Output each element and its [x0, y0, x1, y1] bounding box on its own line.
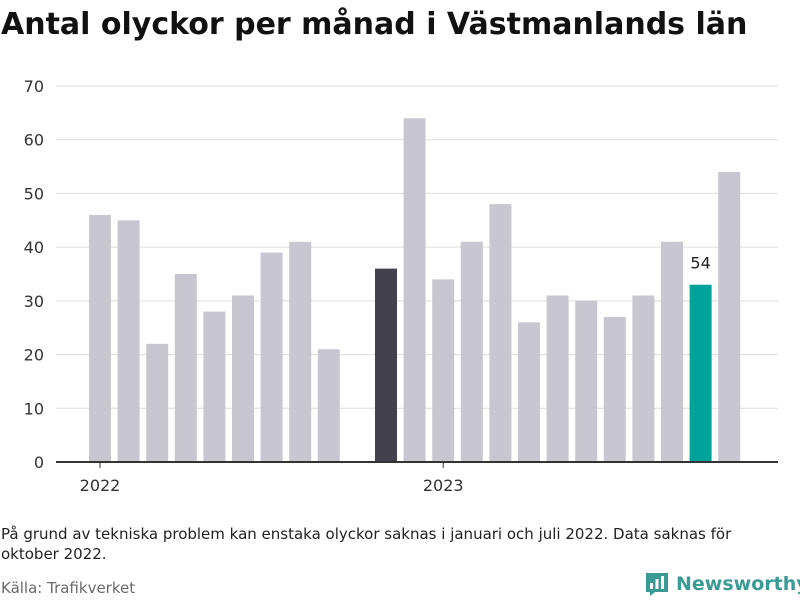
data-label-latest: 54 — [690, 254, 710, 273]
bar-2023-03 — [489, 204, 512, 462]
bar-chart-logo-icon — [646, 573, 668, 596]
data-labels: 54 — [690, 254, 710, 273]
bar-chart: 0 10 20 30 40 50 60 70 54 2022 2023 — [24, 77, 778, 495]
y-tick-label: 10 — [24, 399, 44, 418]
chart-title: Antal olyckor per månad i Västmanlands l… — [1, 7, 748, 42]
bar-2023-01 — [432, 279, 455, 462]
bar-2022-03 — [146, 343, 169, 462]
bar-2022-11 — [375, 268, 397, 462]
bar-2023-05 — [546, 295, 569, 462]
bar-2023-08 — [632, 295, 655, 462]
bar-2023-10 — [689, 284, 712, 462]
bar-2022-06 — [232, 295, 254, 462]
brand-name: Newsworthy — [676, 573, 800, 595]
y-tick-label: 70 — [24, 77, 44, 96]
bar-2022-08 — [289, 241, 312, 462]
bar-2022-09 — [317, 349, 340, 462]
bar-2022-05 — [203, 311, 226, 462]
y-tick-label: 60 — [24, 131, 44, 150]
bar-2022-01 — [89, 214, 111, 462]
bar-2023-07 — [603, 316, 626, 462]
bars — [89, 118, 741, 462]
x-tick-label-2022: 2022 — [80, 476, 121, 495]
bar-2022-04 — [174, 274, 197, 462]
data-note: På grund av tekniska problem kan enstaka… — [1, 525, 732, 563]
y-axis-tick-labels: 0 10 20 30 40 50 60 70 — [24, 77, 44, 472]
y-tick-label: 20 — [24, 346, 44, 365]
y-tick-label: 0 — [34, 453, 44, 472]
bar-2023-11 — [718, 171, 741, 462]
y-tick-label: 50 — [24, 184, 44, 203]
x-tick-label-2023: 2023 — [423, 476, 464, 495]
y-tick-label: 30 — [24, 292, 44, 311]
source-credit: Källa: Trafikverket — [1, 579, 136, 597]
bar-2023-02 — [460, 241, 483, 462]
bar-2023-09 — [661, 241, 683, 462]
x-axis: 2022 2023 — [56, 461, 778, 495]
bar-2023-04 — [518, 322, 540, 462]
bar-2022-12 — [403, 118, 426, 462]
y-tick-label: 40 — [24, 238, 44, 257]
newsworthy-logo[interactable]: Newsworthy — [645, 569, 800, 599]
bar-2023-06 — [575, 300, 598, 462]
bar-2022-02 — [117, 220, 140, 462]
bar-2022-07 — [260, 252, 283, 462]
